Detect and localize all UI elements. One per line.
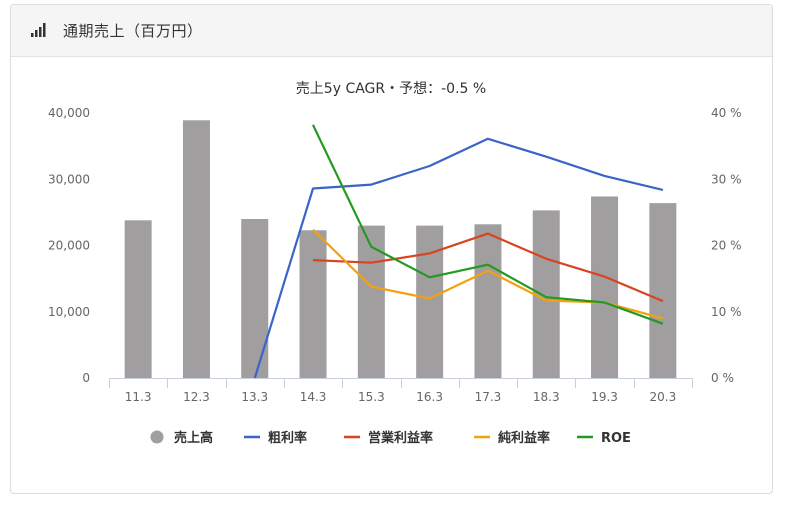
line-粗利率 (253, 137, 664, 379)
x-tick-label: 13.3 (241, 390, 268, 404)
legend-item[interactable]: 純利益率 (474, 430, 550, 446)
line-ROE (312, 124, 664, 325)
left-axis: 0 10,000 20,000 30,000 40,000 (48, 106, 90, 385)
bar (474, 224, 502, 378)
x-tick-label: 19.3 (591, 390, 618, 404)
legend-item[interactable]: 売上高 (150, 430, 214, 446)
left-tick-label: 40,000 (48, 106, 90, 120)
left-tick-label: 20,000 (48, 239, 90, 253)
legend-label: 営業利益率 (368, 430, 433, 446)
panel-title: 通期売上（百万円） (63, 22, 203, 40)
x-axis: 11.3 12.3 13.3 14.3 15.3 16.3 17.3 18.3 19.3 20.3 (109, 378, 693, 404)
x-tick-label: 16.3 (416, 390, 443, 404)
panel-header: 通期売上（百万円） (11, 5, 772, 57)
bar (241, 219, 269, 378)
left-tick-label: 30,000 (48, 172, 90, 186)
line-営業利益率 (312, 232, 664, 303)
right-tick-label: 40 % (711, 106, 742, 120)
legend-item[interactable]: 粗利率 (244, 430, 307, 446)
line-series (253, 124, 664, 379)
right-tick-label: 0 % (711, 371, 734, 385)
bar (649, 203, 677, 378)
x-tick-label: 20.3 (649, 390, 676, 404)
x-tick-label: 15.3 (358, 390, 385, 404)
legend-marker (150, 430, 164, 444)
bar-series (124, 120, 677, 378)
left-tick-label: 0 (82, 371, 90, 385)
bar (416, 225, 444, 378)
legend-label: 売上高 (174, 430, 213, 446)
x-tick-label: 18.3 (533, 390, 560, 404)
legend-label: 純利益率 (498, 430, 550, 446)
bar (182, 120, 210, 378)
right-axis: 0 % 10 % 20 % 30 % 40 % (711, 106, 742, 385)
x-tick-label: 11.3 (125, 390, 152, 404)
x-tick-label: 17.3 (475, 390, 502, 404)
bar (591, 196, 619, 378)
bar (299, 230, 327, 378)
legend-label: 粗利率 (268, 430, 307, 446)
bar (357, 225, 385, 378)
x-tick-label: 14.3 (300, 390, 327, 404)
left-tick-label: 10,000 (48, 305, 90, 319)
right-tick-label: 20 % (711, 239, 742, 253)
bar (532, 210, 560, 378)
x-tick-label: 12.3 (183, 390, 210, 404)
bar (124, 220, 152, 378)
right-tick-label: 30 % (711, 172, 742, 186)
bar-signal-icon (31, 23, 46, 37)
legend-item[interactable]: ROE (577, 431, 631, 446)
legend-item[interactable]: 営業利益率 (344, 430, 433, 446)
legend-label: ROE (601, 431, 631, 446)
chart-title: 売上5y CAGR・予想：-0.5 % (296, 81, 486, 97)
legend: 売上高 粗利率 営業利益率 純利益率 ROE (150, 430, 631, 446)
right-tick-label: 10 % (711, 305, 742, 319)
